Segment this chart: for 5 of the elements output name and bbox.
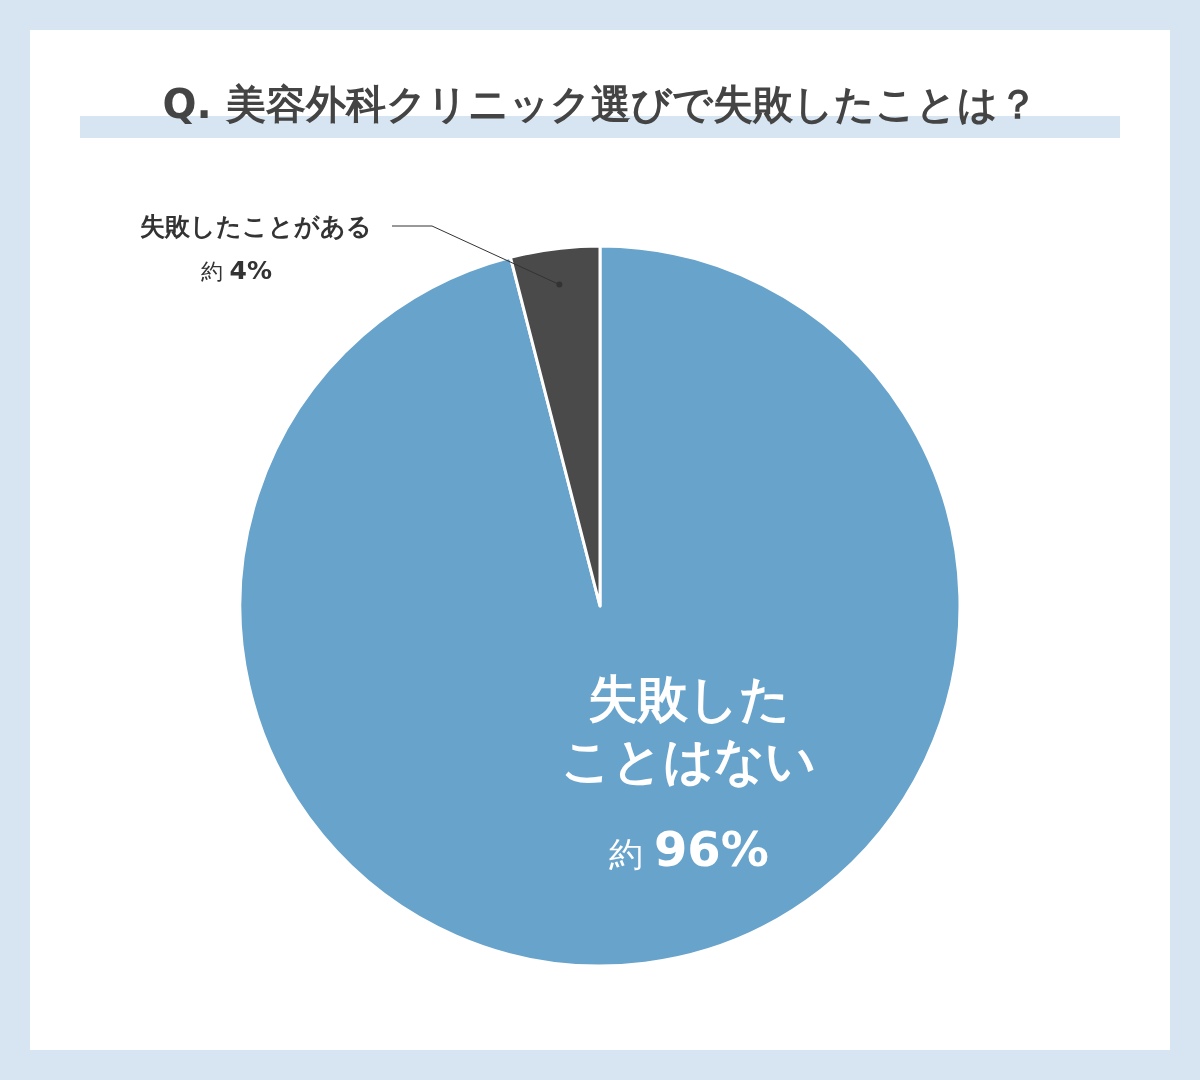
- chart-title: Q. 美容外科クリニック選びで失敗したことは？: [162, 81, 1038, 127]
- slice-label: 失敗したことはない: [561, 670, 817, 791]
- slice-label: 失敗したことがある: [140, 212, 372, 241]
- data-label: 約 96%: [609, 821, 769, 878]
- data-label: 約 4%: [200, 256, 272, 285]
